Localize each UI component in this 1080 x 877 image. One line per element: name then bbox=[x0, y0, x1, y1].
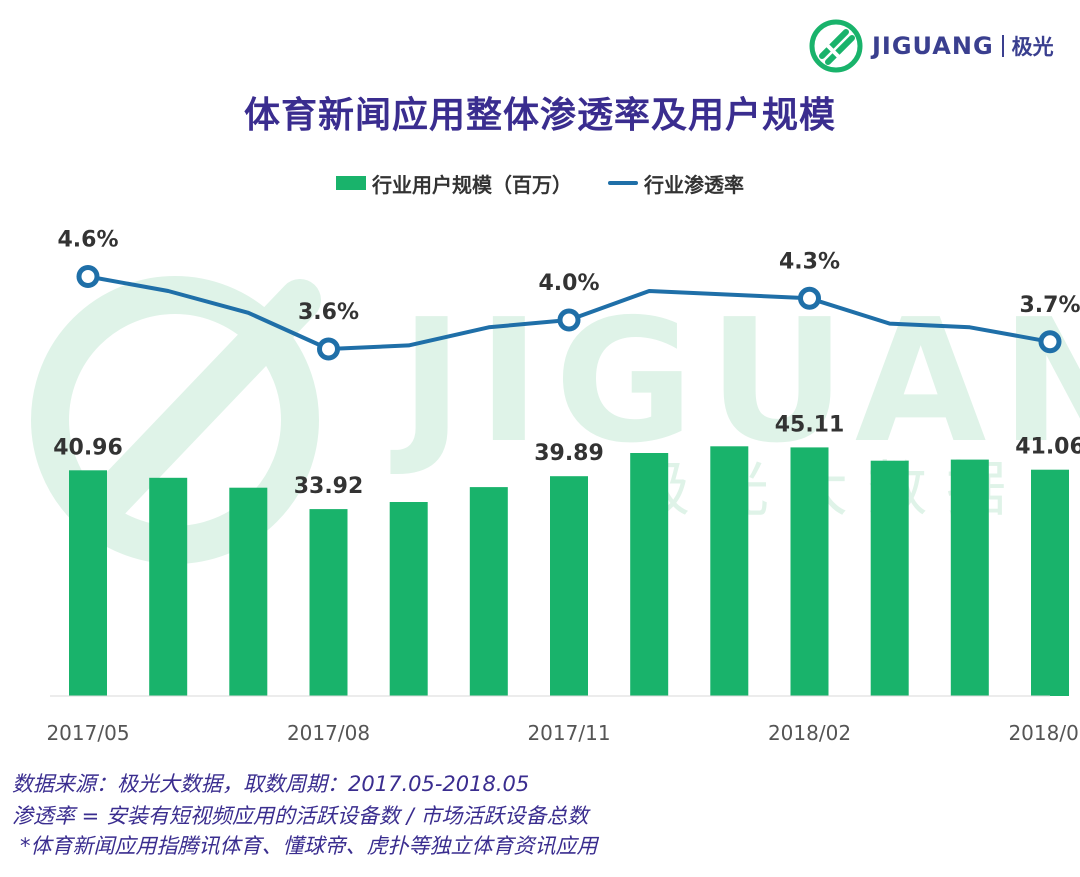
logo-brand-cn: 极光 bbox=[1011, 35, 1054, 59]
legend-line-swatch bbox=[608, 181, 638, 185]
legend-item-users: 行业用户规模（百万） bbox=[336, 169, 572, 198]
bar-2017-07 bbox=[229, 487, 268, 696]
logo-separator bbox=[1001, 35, 1004, 57]
data-labels: 40.96 33.92 39.89 45.11 41.06 4.6% 3.6% 4.0% 4.3… bbox=[53, 228, 1080, 500]
bar-value-label: 41.06 bbox=[1015, 435, 1080, 460]
bar-2017-05 bbox=[69, 470, 107, 696]
line-value-label: 3.7% bbox=[1019, 293, 1080, 318]
x-tick-label: 2017/05 bbox=[46, 721, 129, 745]
bar-2018-04 bbox=[950, 459, 989, 696]
bar-2017-12 bbox=[630, 453, 669, 696]
x-tick-label: 2018/05 bbox=[1008, 721, 1080, 745]
legend-label-users: 行业用户规模（百万） bbox=[372, 172, 572, 197]
chart-title: 体育新闻应用整体渗透率及用户规模 bbox=[243, 95, 836, 136]
footnote-source: 数据来源：极光大数据，取数周期：2017.05-2018.05 bbox=[12, 772, 530, 796]
bar-2018-02 bbox=[790, 447, 829, 696]
legend: 行业用户规模（百万） 行业渗透率 bbox=[0, 168, 1080, 198]
watermark-stroke bbox=[69, 279, 321, 541]
legend-item-penetration: 行业渗透率 bbox=[608, 169, 744, 198]
bar-2017-08 bbox=[309, 509, 348, 696]
x-tick-label: 2017/08 bbox=[287, 721, 370, 745]
line-marker-2017-05 bbox=[76, 265, 100, 288]
logo-brand-text: JIGUANG bbox=[872, 32, 994, 60]
line-marker-2017-11 bbox=[557, 308, 581, 332]
x-tick-label: 2018/02 bbox=[768, 721, 851, 745]
bar-2017-09 bbox=[389, 502, 428, 696]
x-tick-label: 2017/11 bbox=[527, 721, 610, 745]
bar-value-label: 45.11 bbox=[775, 412, 845, 437]
line-value-label: 4.3% bbox=[779, 249, 840, 274]
bar-2017-10 bbox=[469, 487, 508, 696]
line-marker-2018-02 bbox=[798, 286, 821, 310]
jiguang-logo-icon bbox=[809, 19, 863, 73]
legend-bar-swatch bbox=[336, 176, 366, 190]
bar-2017-11 bbox=[550, 476, 588, 696]
x-axis-ticks: 2017/05 2017/08 2017/11 2018/02 2018/05 bbox=[46, 721, 1080, 745]
bar-value-label: 33.92 bbox=[294, 474, 364, 499]
footnote-definition: 渗透率 = 安装有短视频应用的活跃设备数 / 市场活跃设备总数 bbox=[12, 804, 589, 828]
bar-2018-01 bbox=[710, 446, 749, 696]
bar-value-label: 40.96 bbox=[53, 435, 123, 460]
line-marker-2018-05 bbox=[1038, 330, 1062, 354]
bar-series bbox=[69, 446, 1069, 696]
legend-label-penetration: 行业渗透率 bbox=[644, 172, 744, 197]
line-marker-2017-08 bbox=[317, 337, 340, 361]
line-value-label: 3.6% bbox=[298, 300, 359, 325]
bar-2018-03 bbox=[870, 460, 909, 696]
bar-value-label: 39.89 bbox=[534, 441, 604, 466]
jiguang-logo: JIGUANG 极光 bbox=[808, 18, 1068, 74]
bar-2017-06 bbox=[149, 477, 188, 696]
line-series bbox=[76, 265, 1062, 361]
line-value-label: 4.6% bbox=[57, 228, 118, 253]
line-value-label: 4.0% bbox=[538, 271, 599, 296]
bar-2018-05 bbox=[1031, 469, 1069, 696]
footnote-scope: *体育新闻应用指腾讯体育、懂球帝、虎扑等独立体育资讯应用 bbox=[20, 834, 598, 858]
